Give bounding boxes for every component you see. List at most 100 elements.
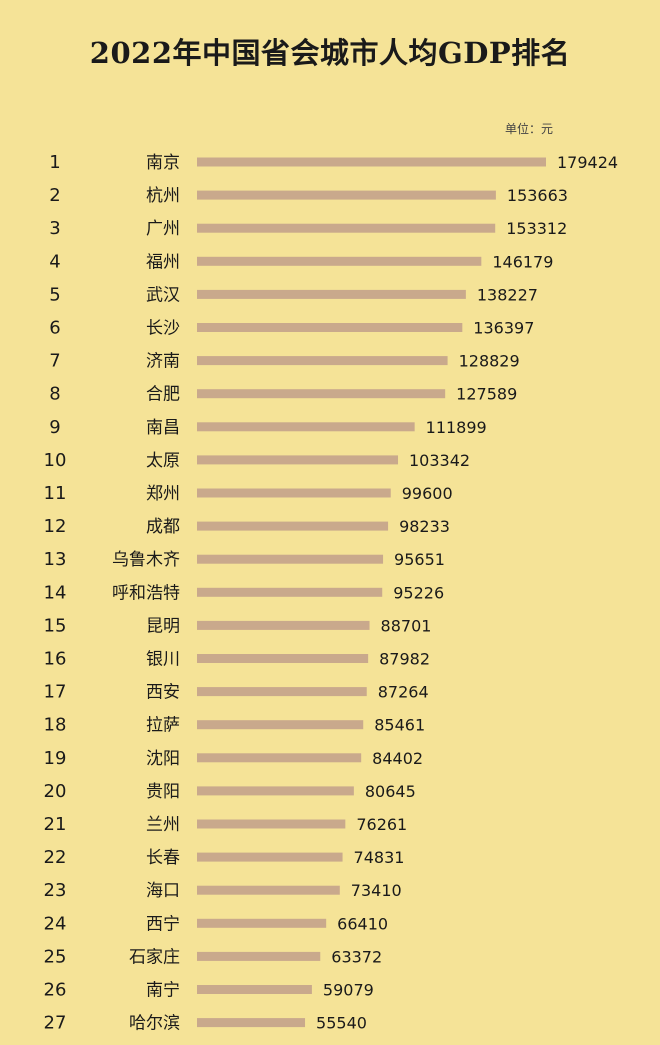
bar xyxy=(197,687,367,697)
rank-label: 11 xyxy=(44,483,67,504)
bar xyxy=(197,587,383,597)
bar xyxy=(197,422,415,432)
rank-label: 4 xyxy=(49,251,60,272)
rank-label: 25 xyxy=(44,946,67,967)
bar xyxy=(197,256,482,266)
rank-label: 17 xyxy=(44,682,67,703)
city-label: 石家庄 xyxy=(129,947,180,967)
bar xyxy=(197,786,354,796)
value-label: 63372 xyxy=(331,947,382,966)
value-label: 74831 xyxy=(354,848,405,867)
rank-label: 5 xyxy=(49,284,60,305)
bar xyxy=(197,951,321,961)
rank-label: 13 xyxy=(44,549,67,570)
bar xyxy=(197,488,391,498)
rank-label: 1 xyxy=(49,152,60,173)
city-label: 呼和浩特 xyxy=(112,583,180,603)
city-label: 福州 xyxy=(146,252,180,272)
rank-label: 27 xyxy=(44,1013,67,1034)
city-label: 合肥 xyxy=(146,385,180,405)
rank-label: 19 xyxy=(44,748,67,769)
city-label: 长沙 xyxy=(146,319,180,339)
bar xyxy=(197,720,364,730)
value-label: 80645 xyxy=(365,782,416,801)
value-label: 87264 xyxy=(378,683,429,702)
rank-label: 20 xyxy=(44,781,67,802)
value-label: 153312 xyxy=(506,219,567,238)
bar xyxy=(197,554,384,564)
city-label: 昆明 xyxy=(146,616,180,636)
bar xyxy=(197,620,370,630)
city-label: 广州 xyxy=(146,219,180,239)
bar xyxy=(197,323,463,332)
rank-label: 24 xyxy=(44,913,67,934)
rank-label: 10 xyxy=(44,450,67,471)
value-label: 103342 xyxy=(409,451,470,470)
value-label: 76261 xyxy=(356,815,407,834)
bar xyxy=(197,289,466,299)
rank-label: 18 xyxy=(44,715,67,736)
value-label: 95651 xyxy=(394,550,445,569)
rank-label: 26 xyxy=(44,980,67,1001)
unit-label: 单位：元 xyxy=(505,122,554,136)
value-label: 99600 xyxy=(402,484,453,503)
value-label: 73410 xyxy=(351,881,402,900)
value-label: 66410 xyxy=(337,914,388,933)
value-label: 84402 xyxy=(372,749,423,768)
value-label: 128829 xyxy=(459,352,520,371)
city-label: 长春 xyxy=(146,848,180,868)
city-label: 南昌 xyxy=(146,418,180,438)
city-label: 贵阳 xyxy=(146,782,180,802)
bar xyxy=(197,223,496,233)
city-label: 西安 xyxy=(146,683,180,703)
city-label: 济南 xyxy=(146,352,180,372)
city-label: 哈尔滨 xyxy=(129,1014,180,1034)
bar xyxy=(197,753,362,763)
city-label: 西宁 xyxy=(146,914,180,934)
bar xyxy=(197,885,340,895)
value-label: 179424 xyxy=(557,153,618,172)
bar xyxy=(197,918,327,928)
bar xyxy=(197,985,312,994)
value-label: 55540 xyxy=(316,1014,367,1033)
rank-label: 12 xyxy=(44,516,67,537)
city-label: 南京 xyxy=(146,153,180,173)
city-label: 海口 xyxy=(146,881,180,901)
city-label: 成都 xyxy=(146,517,180,537)
city-label: 兰州 xyxy=(146,815,180,835)
rank-label: 7 xyxy=(49,351,60,372)
city-label: 武汉 xyxy=(146,285,180,305)
value-label: 136397 xyxy=(473,319,534,338)
city-label: 杭州 xyxy=(146,186,180,206)
rank-label: 15 xyxy=(44,615,67,636)
city-label: 拉萨 xyxy=(146,716,180,736)
rank-label: 23 xyxy=(44,880,67,901)
bar xyxy=(197,654,369,663)
value-label: 87982 xyxy=(379,650,430,669)
bar xyxy=(197,521,389,531)
bar xyxy=(197,819,346,829)
bar xyxy=(197,1018,306,1028)
value-label: 138227 xyxy=(477,285,538,304)
rank-label: 14 xyxy=(44,582,67,603)
rank-label: 6 xyxy=(49,318,60,339)
rank-label: 2 xyxy=(49,185,60,206)
rank-label: 8 xyxy=(49,384,60,405)
city-label: 太原 xyxy=(146,451,180,471)
city-label: 银川 xyxy=(146,650,180,670)
bar xyxy=(197,455,399,465)
rank-label: 3 xyxy=(49,218,60,239)
rank-label: 21 xyxy=(44,814,67,835)
value-label: 85461 xyxy=(374,716,425,735)
city-label: 乌鲁木齐 xyxy=(112,550,180,570)
value-label: 146179 xyxy=(492,252,553,271)
value-label: 95226 xyxy=(393,583,444,602)
value-label: 98233 xyxy=(399,517,450,536)
bar xyxy=(197,389,446,399)
rank-label: 16 xyxy=(44,649,67,670)
page-title: 2022年中国省会城市人均GDP排名 xyxy=(89,36,571,70)
city-label: 南宁 xyxy=(146,981,180,1001)
value-label: 88701 xyxy=(381,616,432,635)
rank-label: 9 xyxy=(49,417,60,438)
